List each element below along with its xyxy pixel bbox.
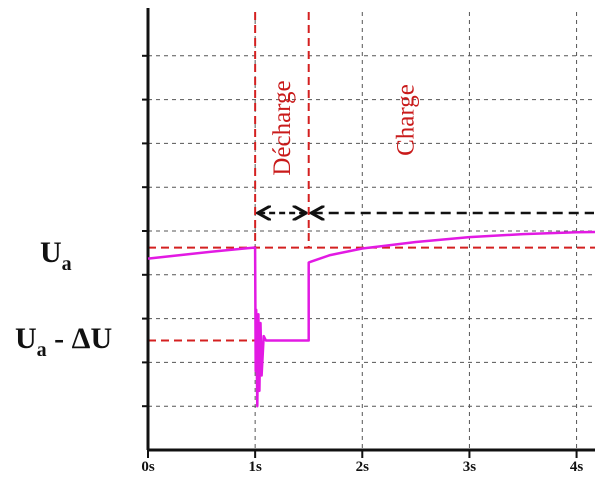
- phase-annotations: Décharge Charge: [259, 80, 594, 213]
- phase-label: Charge: [392, 84, 419, 156]
- level-label-main: U: [15, 322, 37, 355]
- x-tick-label: 1s: [248, 459, 262, 475]
- level-label: Ua - ΔU: [15, 322, 112, 361]
- level-label-main: U: [40, 236, 62, 269]
- level-label-subscript: a: [37, 339, 47, 361]
- level-label-subscript: a: [62, 253, 72, 275]
- x-tick-label: 4s: [570, 459, 584, 475]
- reference-lines: [148, 12, 595, 342]
- level-label-suffix: - ΔU: [47, 322, 112, 355]
- axes: 0s 1s 2s 3s 4s: [141, 8, 595, 475]
- level-label: Ua: [40, 236, 72, 275]
- grid: [148, 12, 595, 450]
- x-tick-label: 2s: [356, 459, 370, 475]
- x-tick-label: 3s: [463, 459, 477, 475]
- phase-label: Décharge: [269, 80, 296, 175]
- series-line: [147, 230, 595, 408]
- series-layer: [147, 230, 595, 408]
- x-tick-label: 0s: [141, 459, 155, 475]
